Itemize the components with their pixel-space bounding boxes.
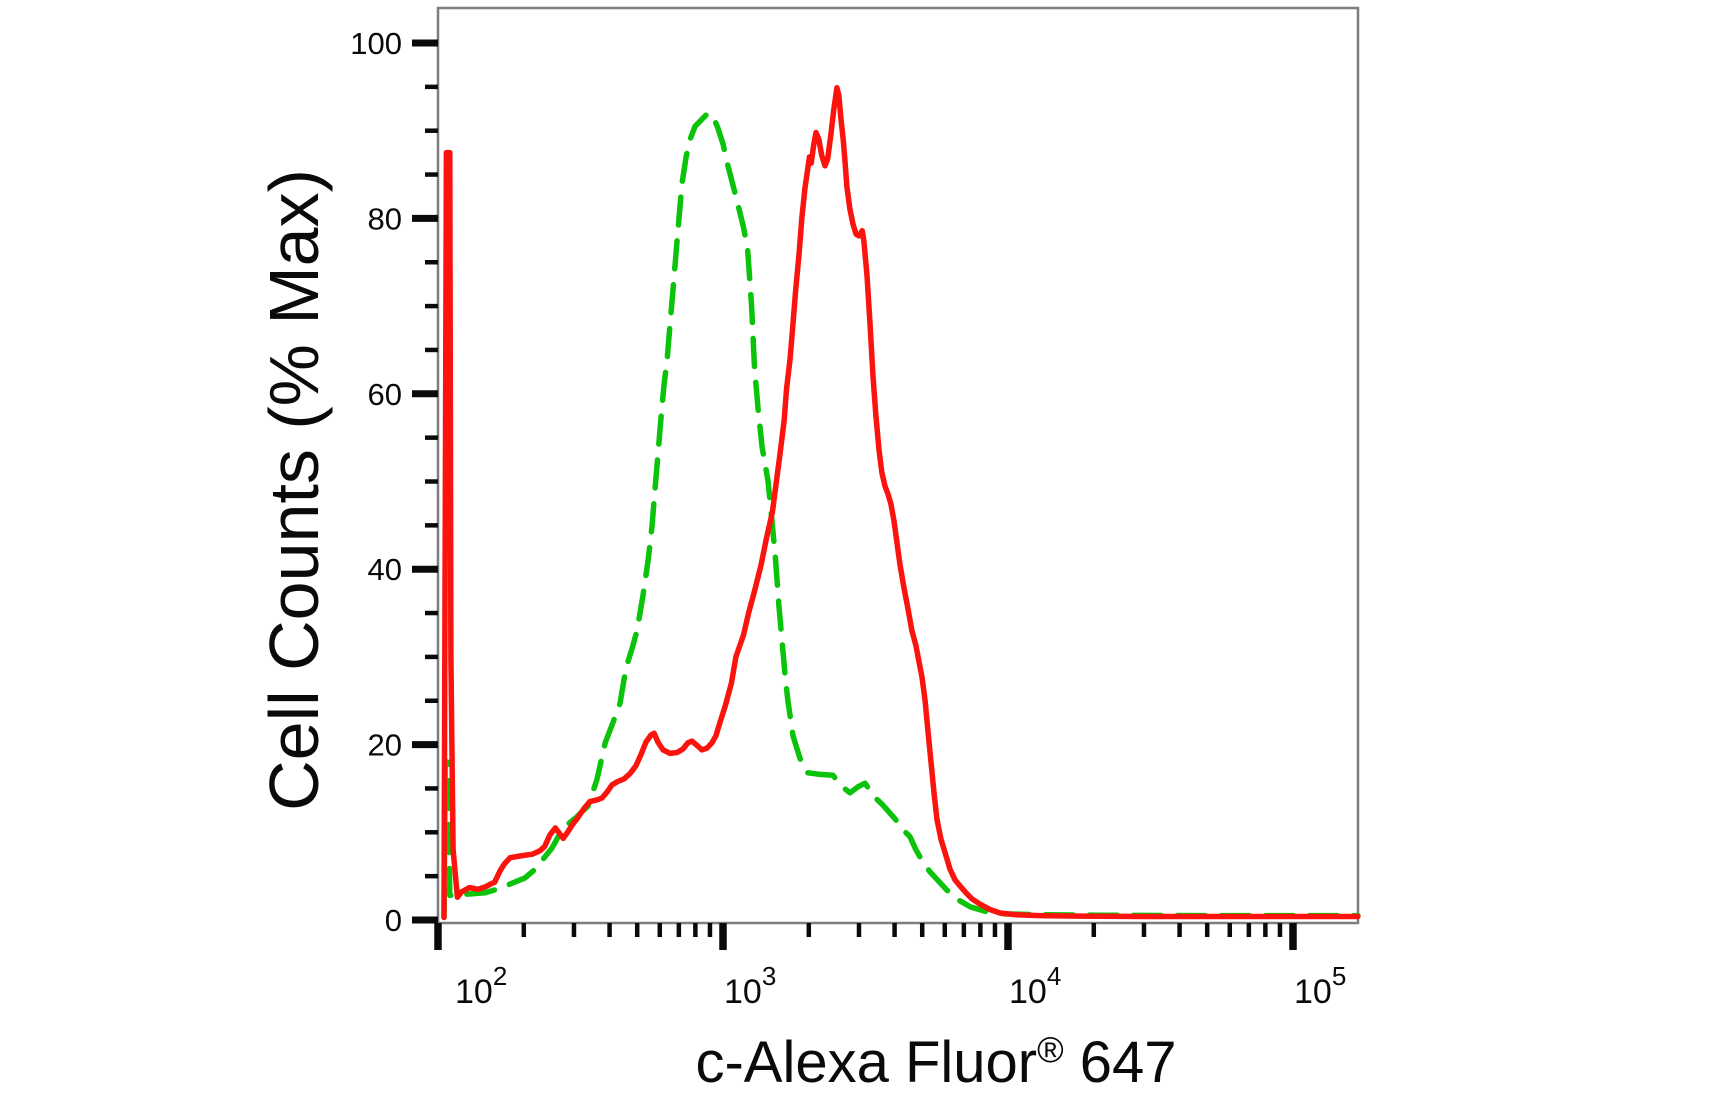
y-tick-label: 60: [368, 377, 402, 412]
x-tick-label: 104: [1009, 961, 1061, 1011]
y-axis: 0 20 40 60 80 100: [350, 26, 438, 938]
x-axis: 102 103 104 105: [434, 923, 1346, 1011]
plot-frame: [436, 6, 1360, 925]
y-tick-label: 40: [368, 552, 402, 587]
y-tick-label: 20: [368, 728, 402, 763]
green-dashed-curve: [441, 110, 1361, 921]
x-tick-label: 103: [724, 961, 776, 1011]
x-tick-label: 102: [455, 961, 507, 1011]
y-tick-label: 80: [368, 201, 402, 236]
y-tick-label: 0: [385, 903, 402, 938]
y-tick-label: 100: [350, 26, 402, 61]
x-axis-title: c-Alexa Fluor® 647: [695, 1029, 1176, 1095]
y-axis-title: Cell Counts (% Max): [255, 169, 333, 811]
x-tick-label: 105: [1294, 961, 1346, 1011]
red-solid-curve: [441, 84, 1361, 921]
